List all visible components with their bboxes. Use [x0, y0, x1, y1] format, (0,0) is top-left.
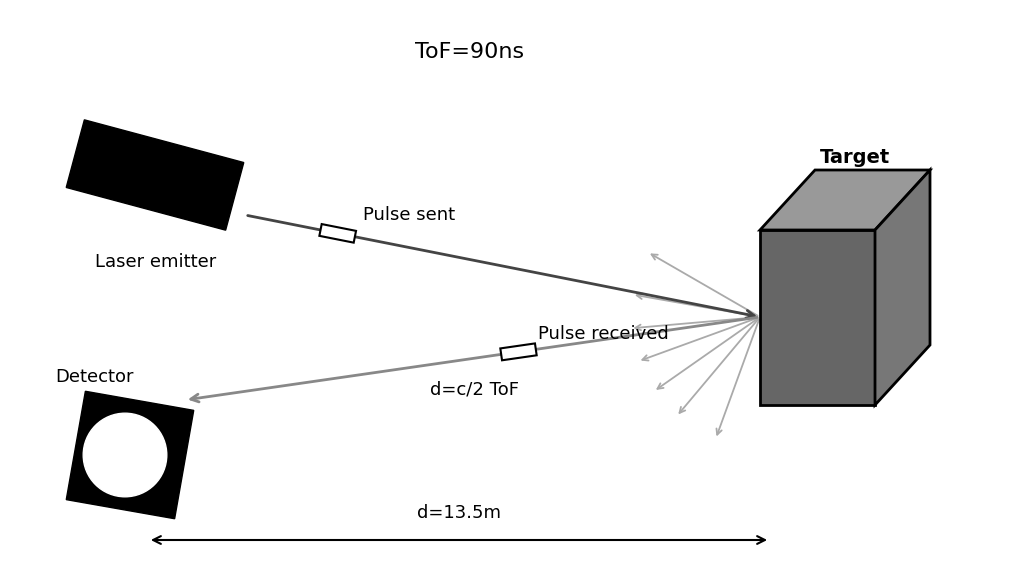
Polygon shape: [67, 391, 194, 519]
Text: d=13.5m: d=13.5m: [417, 504, 501, 522]
Text: Target: Target: [820, 148, 890, 167]
Text: Laser emitter: Laser emitter: [95, 253, 216, 271]
Text: d=c/2 ToF: d=c/2 ToF: [430, 381, 519, 399]
Polygon shape: [760, 170, 930, 230]
Polygon shape: [319, 224, 356, 243]
Text: ToF=90ns: ToF=90ns: [416, 42, 524, 62]
Polygon shape: [501, 343, 537, 360]
Polygon shape: [760, 230, 874, 405]
Polygon shape: [67, 120, 244, 230]
Circle shape: [83, 413, 167, 497]
Text: Pulse sent: Pulse sent: [362, 206, 455, 224]
Text: Pulse received: Pulse received: [539, 325, 670, 343]
Text: Detector: Detector: [55, 368, 133, 386]
Polygon shape: [874, 170, 930, 405]
